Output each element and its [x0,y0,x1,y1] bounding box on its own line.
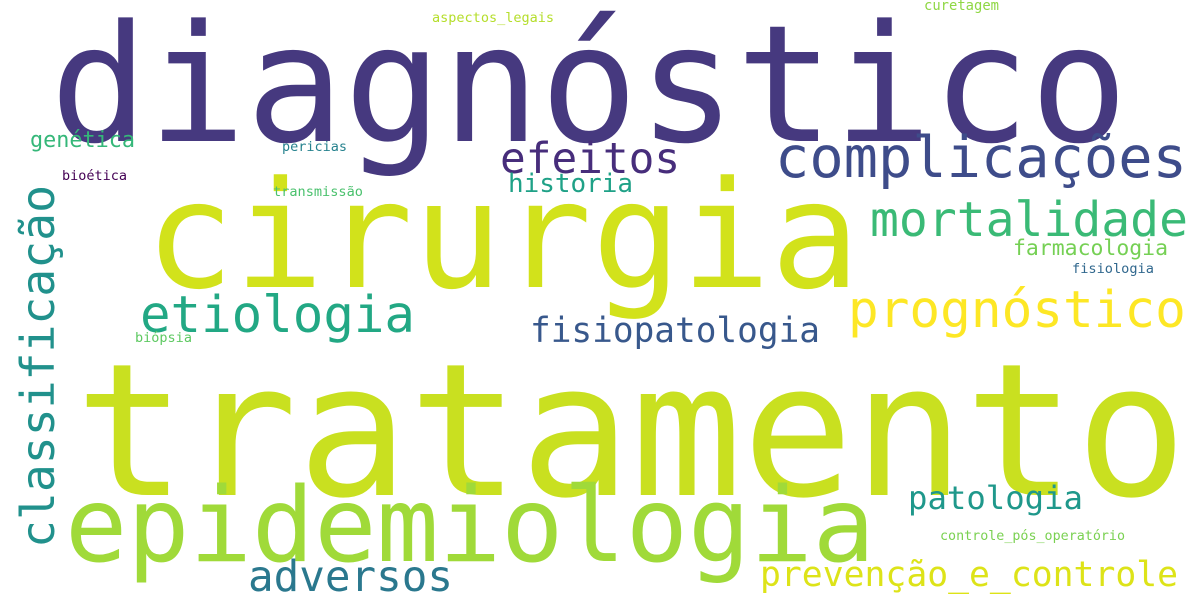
word-tratamento: tratamento [75,324,1187,539]
word-prognostico: prognóstico [848,281,1186,340]
word-etiologia: etiologia [140,285,415,344]
word-transmissao: transmissão [273,184,363,200]
word-classificacao: classificação [11,185,65,548]
word-fisiologia: fisiologia [1072,261,1154,277]
word-bioetica: bioética [62,168,128,184]
word-prevencao-e-controle: prevenção_e_controle [760,555,1179,595]
word-diagnostico: diagnóstico [50,0,1128,180]
word-genetica: genética [30,128,135,153]
word-mortalidade: mortalidade [870,192,1188,248]
word-fisiopatologia: fisiopatologia [530,311,821,351]
word-curetagem: curetagem [924,0,1000,14]
word-controle-pos-operatorio: controle_pós_operatório [940,529,1125,544]
word-historia: historia [508,169,634,199]
word-complicacoes: complicações [775,125,1187,191]
word-adversos: adversos [248,552,453,600]
word-biopsia: biópsia [135,330,192,346]
word-aspectos-legais: aspectos_legais [432,10,555,26]
word-efeitos: efeitos [500,134,681,184]
word-cirurgia: cirurgia [145,150,861,323]
word-farmacologia: farmacologia [1013,236,1168,261]
word-epidemiologia: epidemiologia [65,466,875,586]
word-patologia: patologia [908,479,1083,517]
word-pericias: pericias [282,139,348,155]
